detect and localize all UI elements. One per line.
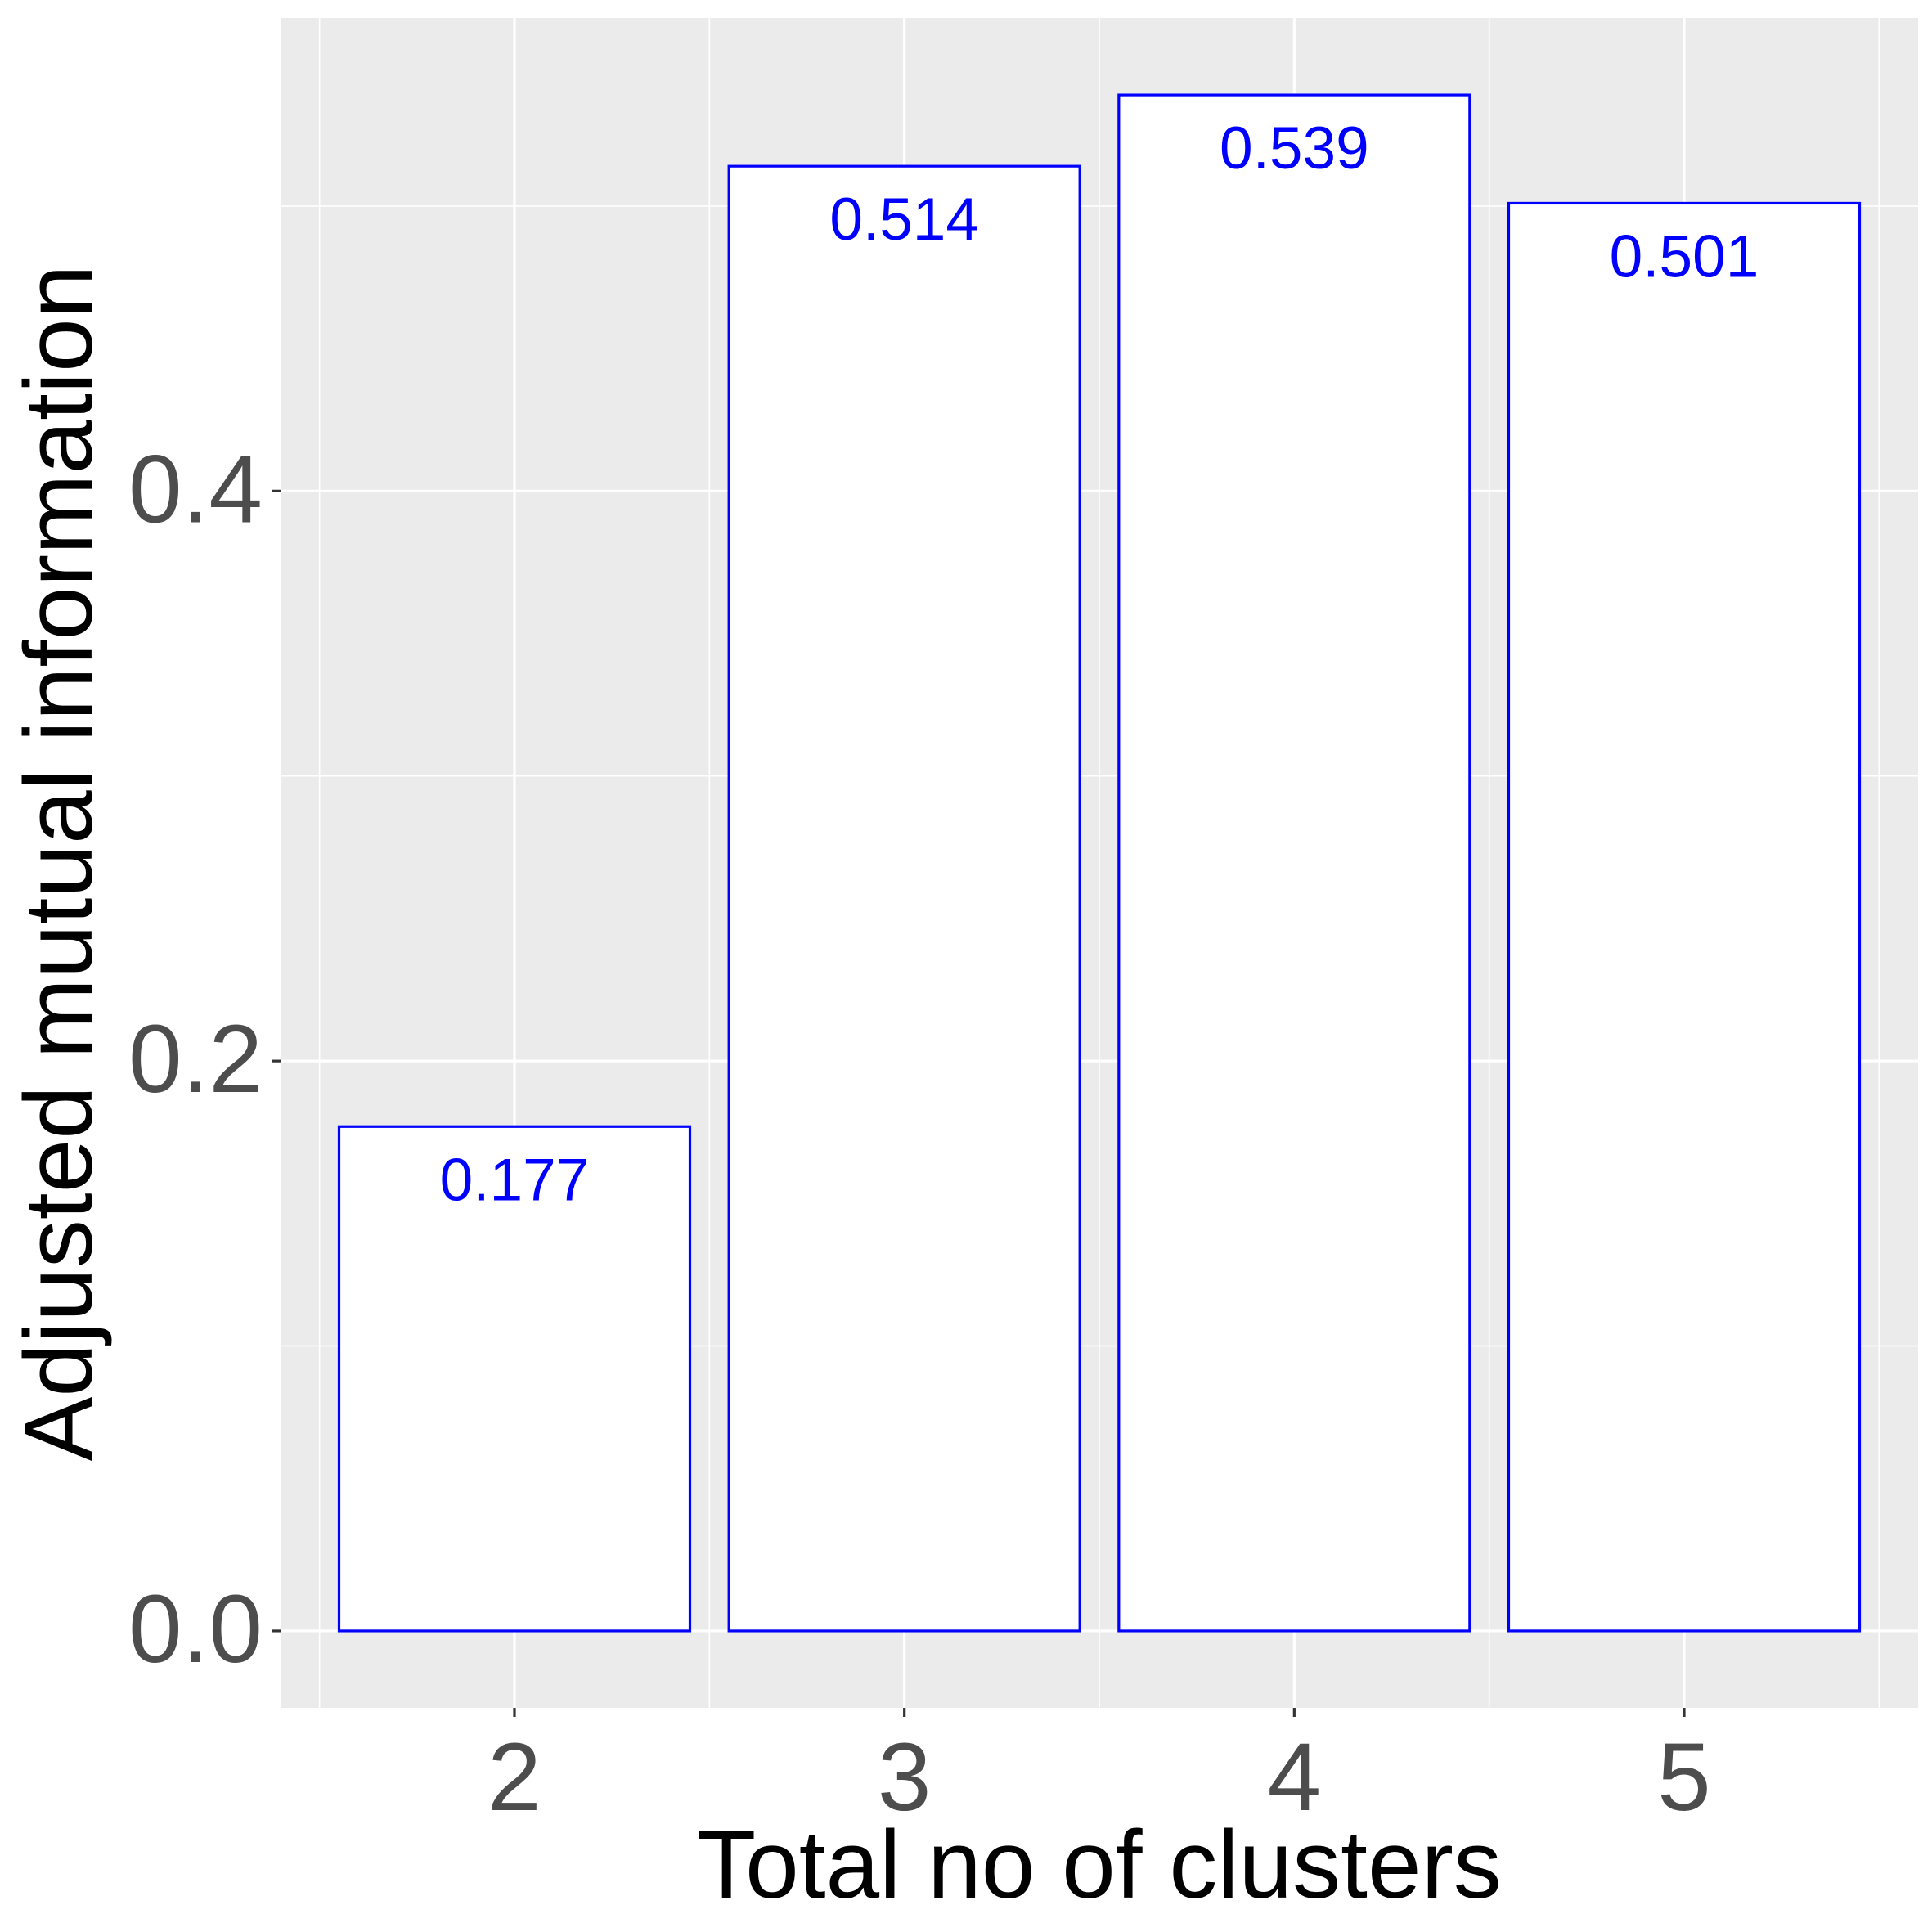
- bar-5: [1507, 201, 1862, 1633]
- x-axis-ticks: 2 3 4 5: [487, 1708, 1711, 1831]
- data-label-4: 0.539: [1220, 115, 1369, 182]
- y-tick-label: 0.4: [128, 435, 263, 543]
- bars: [337, 93, 1862, 1633]
- x-axis-title: Total no of clusters: [697, 1811, 1502, 1919]
- y-axis-ticks: 0.0 0.2 0.4: [128, 435, 281, 1683]
- x-tick-label: 2: [487, 1723, 541, 1831]
- x-tick-label: 5: [1657, 1723, 1711, 1831]
- y-tick-label: 0.2: [128, 1005, 263, 1113]
- data-label-2: 0.177: [440, 1147, 590, 1213]
- data-label-3: 0.514: [829, 186, 979, 253]
- bar-3: [727, 164, 1081, 1633]
- bar-2: [337, 1125, 692, 1633]
- y-axis-title: Adjusted mutual information: [5, 265, 113, 1462]
- bar-4: [1117, 93, 1471, 1633]
- x-tick-label: 3: [878, 1723, 932, 1831]
- data-labels: 0.177 0.514 0.539 0.501: [440, 115, 1759, 1213]
- data-label-5: 0.501: [1610, 223, 1759, 290]
- x-tick-label: 4: [1268, 1723, 1322, 1831]
- y-tick-label: 0.0: [128, 1575, 263, 1683]
